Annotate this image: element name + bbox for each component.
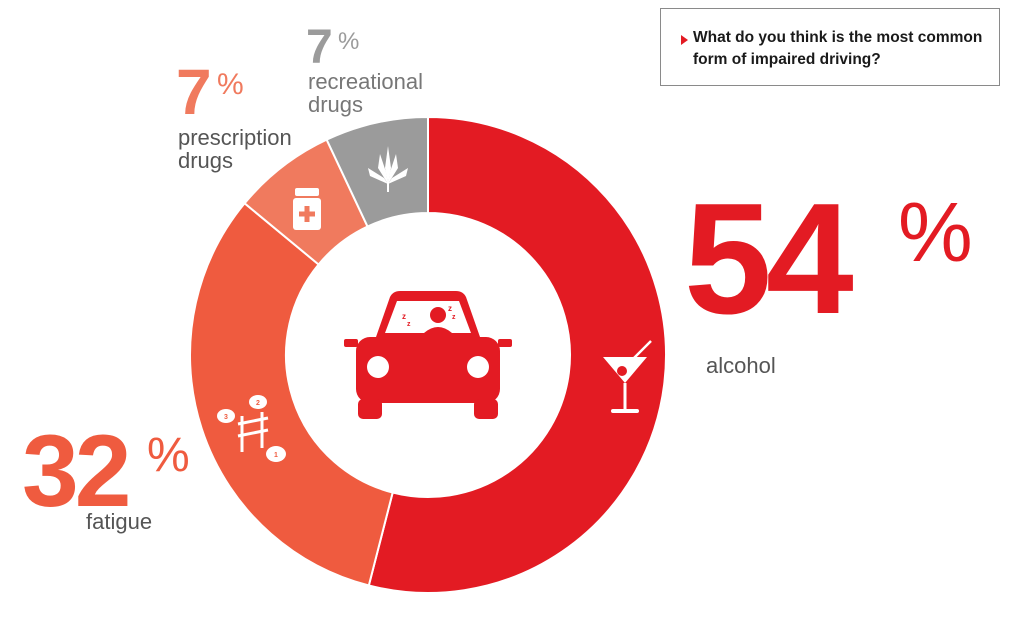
cannabis-leaf-icon bbox=[368, 146, 408, 192]
category-label-recreational-drugs: recreational drugs bbox=[308, 69, 423, 118]
car-sleeping-driver-icon: z z z z bbox=[344, 291, 512, 419]
svg-text:z: z bbox=[407, 321, 411, 328]
pill-bottle-icon bbox=[293, 188, 321, 230]
percent-sign-prescription-drugs: % bbox=[217, 68, 244, 101]
value-label-recreational-drugs: 7 bbox=[306, 21, 333, 74]
donut-slice-alcohol bbox=[367, 115, 667, 594]
svg-text:z: z bbox=[452, 314, 456, 321]
svg-text:z: z bbox=[402, 312, 406, 321]
question-box: What do you think is the most common for… bbox=[660, 8, 1000, 86]
counting-sheep-icon: 3 2 1 bbox=[217, 395, 286, 462]
martini-glass-icon bbox=[603, 340, 652, 413]
value-label-alcohol: 54 bbox=[684, 171, 854, 347]
percent-sign-alcohol: % bbox=[898, 185, 973, 279]
category-label-fatigue: fatigue bbox=[86, 509, 153, 534]
category-label-alcohol: alcohol bbox=[706, 353, 776, 378]
svg-text:z: z bbox=[448, 304, 452, 313]
percent-sign-recreational-drugs: % bbox=[338, 28, 360, 55]
value-label-prescription-drugs: 7 bbox=[176, 56, 212, 128]
svg-text:3: 3 bbox=[224, 414, 228, 421]
category-label-prescription-drugs: prescription drugs bbox=[178, 125, 292, 174]
percent-sign-fatigue: % bbox=[147, 429, 190, 482]
question-text: What do you think is the most common for… bbox=[693, 29, 983, 68]
svg-text:1: 1 bbox=[274, 452, 278, 459]
value-label-fatigue: 32 bbox=[22, 414, 131, 528]
donut-slice-fatigue bbox=[189, 201, 394, 587]
donut-slice-recreational-drugs bbox=[325, 115, 429, 228]
arrow-bullet-icon bbox=[681, 35, 688, 45]
svg-text:2: 2 bbox=[256, 400, 260, 407]
